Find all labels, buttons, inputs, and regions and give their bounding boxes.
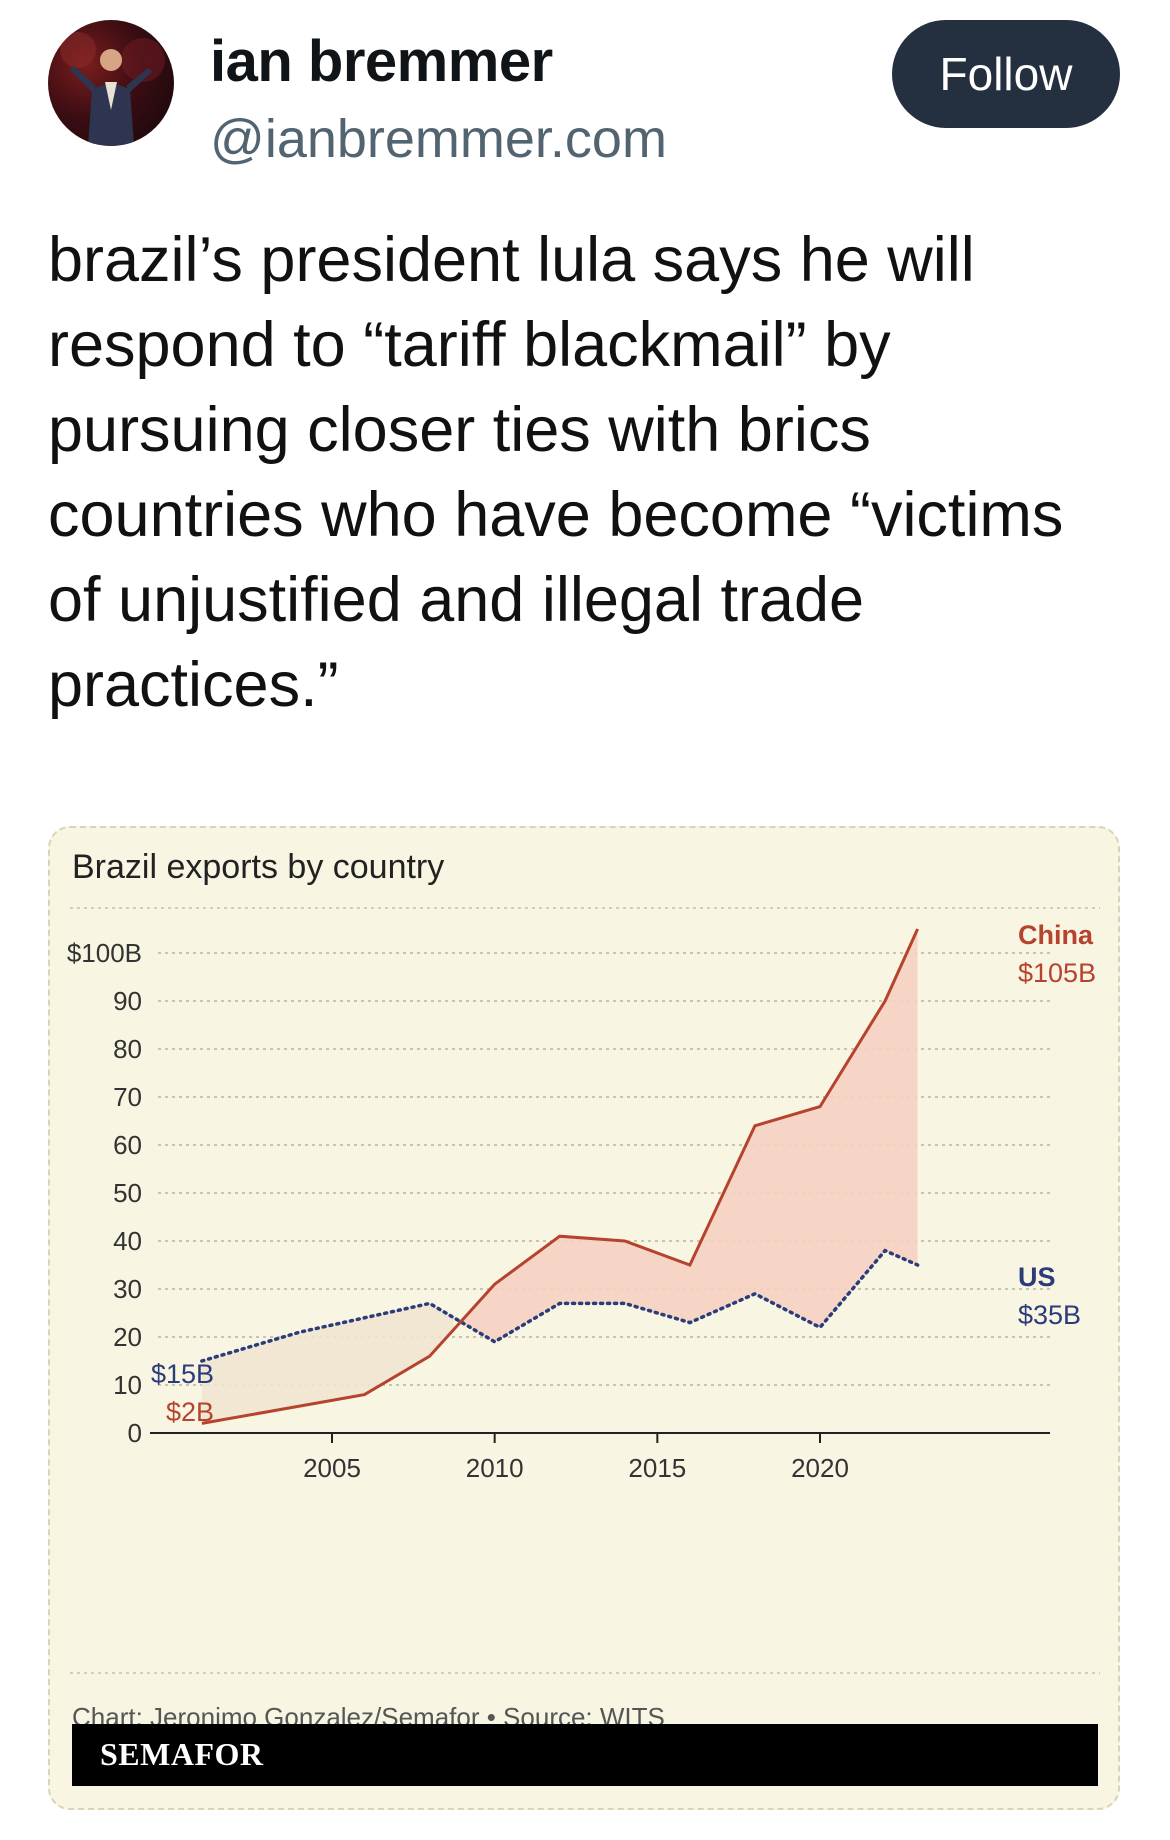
brand-bar: SEMAFOR — [72, 1724, 1098, 1786]
china-end-value: $105B — [1018, 958, 1096, 988]
y-tick-label: 60 — [113, 1130, 142, 1160]
y-tick-label: 80 — [113, 1034, 142, 1064]
chart-svg: Brazil exports by country 0 10 20 30 40 50 60 7… — [67, 848, 1100, 1732]
y-tick-label: 90 — [113, 986, 142, 1016]
y-tick-label: $100B — [67, 938, 142, 968]
post-text: brazil’s president lula says he will res… — [48, 225, 1064, 720]
us-lead-area — [201, 1303, 454, 1424]
us-legend-label: US — [1018, 1262, 1056, 1292]
y-tick-label: 50 — [113, 1178, 142, 1208]
x-tick-label: 2005 — [303, 1453, 361, 1483]
x-tick-label: 2010 — [466, 1453, 524, 1483]
author-name[interactable]: ian bremmer — [210, 29, 553, 94]
y-tick-label: 20 — [113, 1322, 142, 1352]
us-start-value: $15B — [151, 1359, 214, 1389]
x-tick-label: 2015 — [628, 1453, 686, 1483]
china-start-value: $2B — [166, 1397, 214, 1427]
y-tick-label: 0 — [128, 1418, 142, 1448]
chart-image[interactable]: Brazil exports by country 0 10 20 30 40 50 60 7… — [48, 826, 1120, 1810]
china-series-line — [201, 928, 919, 1425]
chart-title: Brazil exports by country — [72, 848, 444, 886]
us-end-value: $35B — [1018, 1300, 1081, 1330]
y-tick-label: 70 — [113, 1082, 142, 1112]
author-handle[interactable]: @ianbremmer.com — [210, 109, 667, 169]
china-legend-label: China — [1018, 920, 1094, 950]
profile-photo-icon — [60, 32, 165, 146]
y-tick-label: 40 — [113, 1226, 142, 1256]
follow-button[interactable]: Follow — [892, 20, 1120, 128]
brand-logo: SEMAFOR — [100, 1736, 264, 1772]
avatar[interactable] — [48, 20, 174, 146]
us-series-line — [200, 1248, 920, 1363]
y-tick-label: 10 — [113, 1370, 142, 1400]
china-lead-area — [462, 929, 918, 1342]
x-tick-label: 2020 — [791, 1453, 849, 1483]
y-tick-label: 30 — [113, 1274, 142, 1304]
